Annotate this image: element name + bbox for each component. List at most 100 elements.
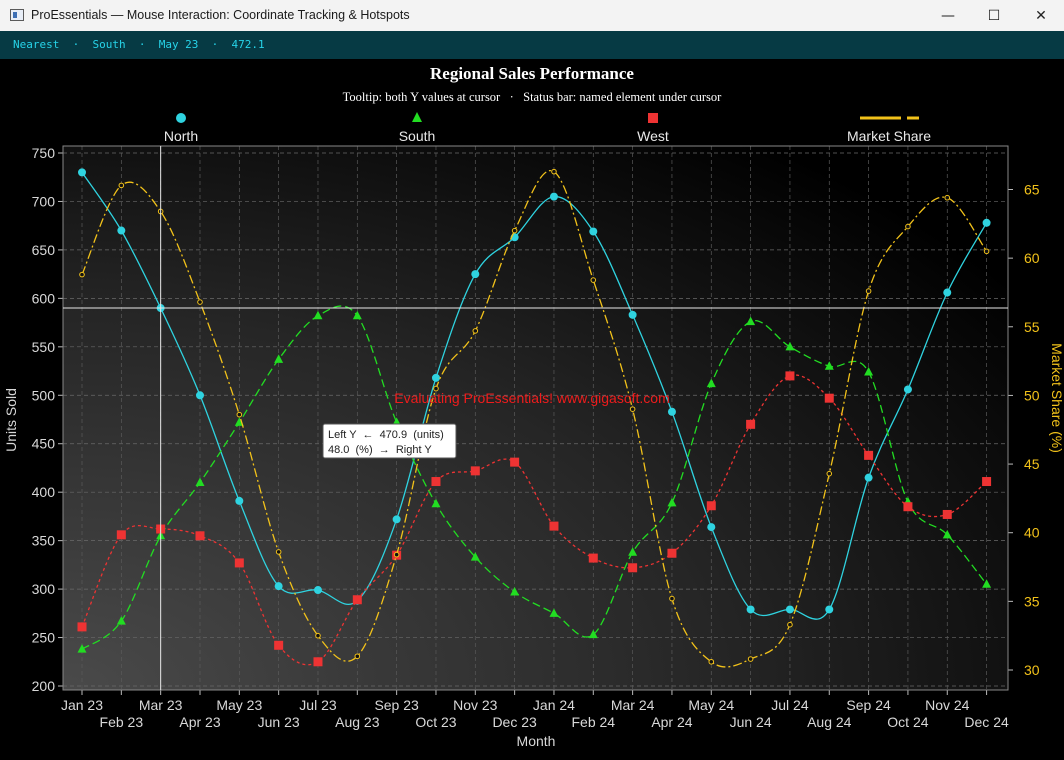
point-west — [77, 622, 87, 632]
plot-area[interactable] — [63, 146, 1008, 690]
chart-svg[interactable]: 200 250 300 350 400 450 500 550 600 650 700 750 30 35… — [0, 59, 1064, 756]
point-west — [234, 558, 244, 568]
legend-label: North — [164, 128, 198, 144]
point-west — [431, 477, 441, 487]
x-tick-label: Aug 23 — [335, 714, 380, 730]
chart-area[interactable]: 200 250 300 350 400 450 500 550 600 650 700 750 30 35… — [0, 59, 1064, 756]
watermark: Evaluating ProEssentials! www.gigasoft.c… — [394, 390, 669, 406]
point-south — [470, 552, 480, 561]
x-tick-label: Oct 24 — [887, 714, 928, 730]
point-south — [116, 616, 126, 625]
point-south — [313, 310, 323, 320]
legend-label: West — [637, 128, 669, 144]
y2-tick-label: 40 — [1024, 525, 1040, 541]
point-north — [589, 227, 598, 236]
point-north — [235, 496, 244, 505]
x-tick-label: Apr 24 — [651, 714, 692, 730]
x-tick-label: Jan 24 — [533, 697, 575, 713]
x-tick-label: Dec 23 — [492, 714, 537, 730]
point-south — [628, 547, 638, 556]
point-west — [942, 509, 952, 519]
x-tick-label: Mar 23 — [139, 697, 183, 713]
point-west — [982, 477, 992, 487]
y-tick-label: 350 — [32, 533, 56, 549]
tooltip: Left Y ← 470.9 (units) 48.0 (%) → Right … — [322, 423, 457, 459]
series-line-north — [81, 172, 988, 620]
point-north — [667, 407, 676, 416]
status-text: Nearest · South · May 23 · 472.1 — [13, 38, 265, 51]
x-tick-label: Mar 24 — [611, 697, 655, 713]
point-west — [352, 595, 362, 605]
point-south — [352, 310, 362, 320]
point-west — [746, 419, 756, 429]
point-market-share — [669, 595, 675, 602]
point-west — [903, 502, 913, 512]
title-bar: ProEssentials — Mouse Interaction: Coord… — [0, 0, 1064, 31]
plot-border — [62, 145, 1009, 691]
point-north — [707, 523, 716, 532]
point-market-share — [590, 277, 597, 283]
y2-tick-label: 60 — [1024, 250, 1040, 266]
point-market-share — [79, 271, 85, 278]
point-west — [549, 521, 559, 531]
point-market-share — [315, 632, 321, 639]
point-north — [392, 515, 401, 524]
legend-label: South — [399, 128, 436, 144]
point-north — [274, 582, 283, 591]
x-tick-label: Nov 24 — [925, 697, 970, 713]
point-market-share — [787, 621, 793, 628]
chart-subtitle: Tooltip: both Y values at cursor · Statu… — [343, 90, 722, 104]
legend-marker-square — [648, 113, 658, 123]
y2-tick-label: 50 — [1024, 387, 1040, 403]
point-west — [785, 371, 795, 381]
x-tick-label: Jun 24 — [730, 714, 772, 730]
point-west — [313, 657, 323, 667]
point-north — [549, 192, 558, 201]
point-market-share — [511, 227, 518, 234]
minimize-button[interactable]: — — [941, 7, 955, 24]
point-west — [864, 450, 874, 460]
point-market-share — [393, 551, 400, 558]
point-north — [471, 270, 480, 279]
y-tick-label: 650 — [32, 242, 56, 258]
close-button[interactable]: ✕ — [1035, 7, 1047, 24]
status-bar: Nearest · South · May 23 · 472.1 — [0, 31, 1064, 59]
point-south — [588, 629, 598, 639]
point-south — [195, 477, 205, 486]
point-market-share — [236, 411, 243, 418]
point-west — [667, 548, 677, 558]
point-west — [274, 640, 284, 650]
y-tick-label: 700 — [32, 193, 56, 209]
y-axis-label: Units Sold — [3, 388, 19, 452]
point-north — [864, 473, 873, 482]
x-tick-label: Sep 24 — [846, 697, 891, 713]
y-tick-label: 750 — [32, 145, 56, 161]
window-title: ProEssentials — Mouse Interaction: Coord… — [31, 8, 410, 22]
point-west — [470, 466, 480, 476]
y2-axis-label: Market Share (%) — [1049, 343, 1064, 453]
point-south — [706, 378, 716, 388]
x-tick-label: Sep 23 — [374, 697, 419, 713]
point-south — [785, 341, 795, 351]
x-tick-label: Jun 23 — [258, 714, 300, 730]
y-tick-label: 500 — [32, 387, 56, 403]
series-south — [77, 305, 992, 653]
x-tick-label: Dec 24 — [964, 714, 1009, 730]
point-south — [942, 529, 952, 539]
x-tick-label: Feb 23 — [100, 714, 144, 730]
point-market-share — [747, 656, 754, 662]
point-south — [667, 497, 677, 507]
series-group — [77, 168, 992, 668]
x-tick-label: Jul 23 — [299, 697, 337, 713]
maximize-button[interactable]: ☐ — [987, 7, 1001, 24]
x-tick-label: May 24 — [688, 697, 734, 713]
point-market-share — [865, 288, 872, 294]
y2-tick-label: 55 — [1024, 319, 1040, 335]
legend-label: Market Share — [847, 128, 931, 144]
point-north — [628, 310, 637, 319]
grid — [63, 146, 1008, 690]
point-market-share — [433, 385, 439, 392]
point-west — [195, 531, 205, 541]
point-north — [117, 226, 126, 235]
tooltip-line-2: 48.0 (%) → Right Y — [328, 444, 432, 456]
